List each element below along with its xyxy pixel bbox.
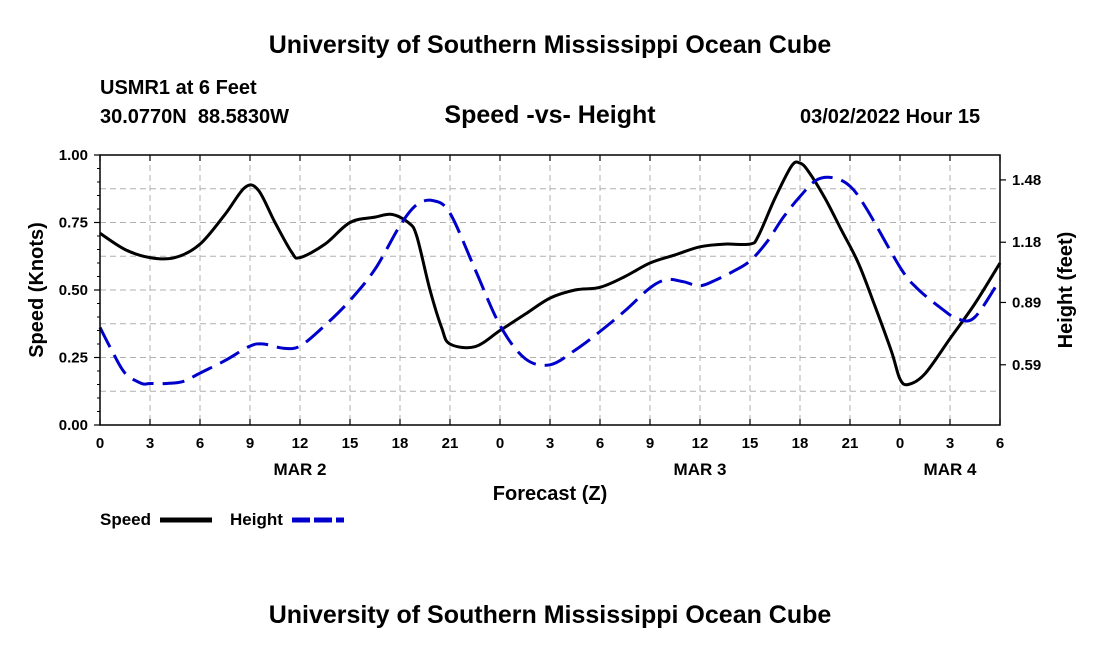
station-name: USMR1 at 6 Feet [100,77,257,99]
station-coordinates: 30.0770N 88.5830W [100,106,289,129]
x-tick-label: 12 [692,435,709,452]
series-layer [98,160,1002,387]
footer-title: University of Southern Mississippi Ocean… [268,601,832,629]
x-tick-label: 3 [946,435,954,452]
y-tick-label: 1.00 [59,147,88,164]
axes: 0 3 6 9 12 15 18 21 0 3 6 9 12 15 18 21 0 3 6 MAR 2 MAR 3 MAR… [59,147,1041,479]
station-longitude: 88.5830W [197,106,290,128]
x-tick-label: 0 [96,435,104,452]
x-tick-label: 15 [342,435,359,452]
x-tick-label: 15 [742,435,759,452]
y-tick-label: 0.00 [59,417,88,434]
y-right-tick-label: 1.18 [1012,234,1041,251]
x-tick-label: 21 [442,435,459,452]
y-tick-label: 0.25 [59,350,88,367]
x-axis-label: Forecast (Z) [493,483,607,505]
y-tick-label: 0.75 [59,215,88,232]
legend-label-height: Height [230,510,283,529]
chart-title: Speed -vs- Height [444,101,656,129]
x-tick-label: 12 [292,435,309,452]
y-right-tick-label: 1.48 [1012,172,1041,189]
y-axis-label-right: Height (feet) [1055,232,1077,349]
x-tick-label: 9 [246,435,254,452]
legend-label-speed: Speed [100,510,151,529]
series-line-height [98,175,1002,386]
station-latitude: 30.0770N [100,106,187,128]
x-tick-label: 3 [546,435,554,452]
x-tick-label: 21 [842,435,859,452]
y-axis-label: Speed (Knots) [26,222,48,358]
series-line-speed [99,160,1002,387]
grid [99,154,1001,425]
x-tick-label: 6 [596,435,604,452]
x-tick-label: 6 [196,435,204,452]
x-tick-label: 3 [146,435,154,452]
y-right-tick-label: 0.89 [1012,294,1041,311]
main-title: University of Southern Mississippi Ocean… [268,31,832,59]
y-tick-label: 0.50 [59,282,88,299]
date-label: MAR 2 [274,460,327,479]
date-label: MAR 3 [674,460,727,479]
forecast-date: 03/02/2022 Hour 15 [800,106,981,128]
x-tick-label: 18 [792,435,809,452]
y-right-tick-label: 0.59 [1012,357,1041,374]
date-label: MAR 4 [924,460,977,479]
x-tick-label: 6 [996,435,1004,452]
x-tick-label: 18 [392,435,409,452]
x-tick-label: 0 [896,435,904,452]
x-tick-label: 9 [646,435,654,452]
legend: Speed Height [100,510,344,529]
x-tick-label: 0 [496,435,504,452]
